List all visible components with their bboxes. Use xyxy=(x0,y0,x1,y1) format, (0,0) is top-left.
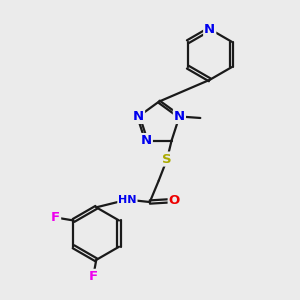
Text: F: F xyxy=(89,270,98,283)
Text: HN: HN xyxy=(118,195,137,205)
Text: N: N xyxy=(174,110,185,123)
Text: S: S xyxy=(162,152,172,166)
Text: N: N xyxy=(141,134,152,147)
Text: N: N xyxy=(133,110,144,123)
Text: F: F xyxy=(51,211,60,224)
Text: O: O xyxy=(169,194,180,207)
Text: N: N xyxy=(204,22,215,36)
